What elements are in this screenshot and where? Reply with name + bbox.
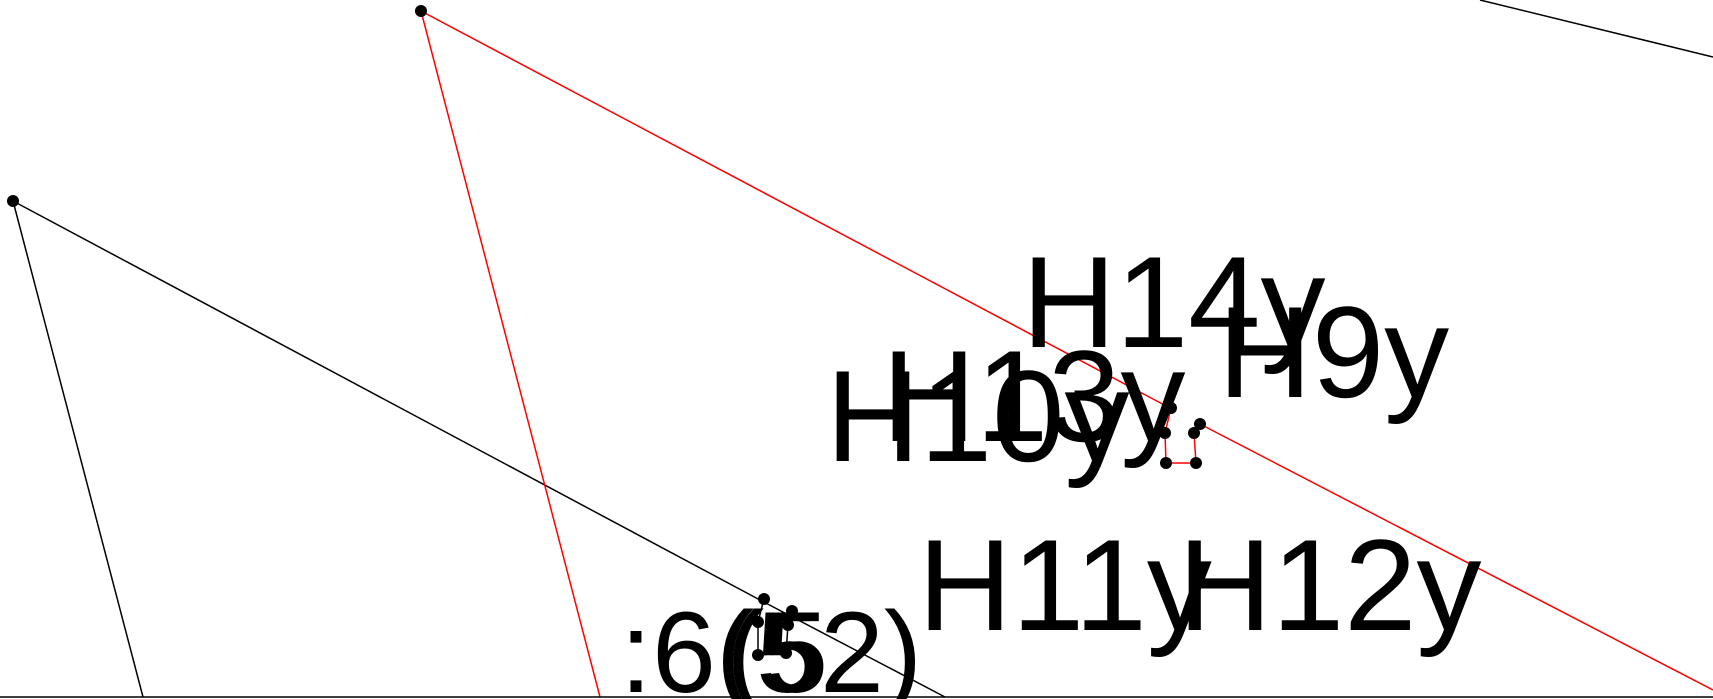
point-red-cluster-d <box>1188 427 1200 439</box>
point-red-apex <box>415 5 427 17</box>
label-h9y: H9y <box>1218 279 1449 425</box>
point-black-apex <box>7 195 19 207</box>
label-h11y: H11y <box>918 512 1212 658</box>
label-o52: 52) <box>756 589 922 699</box>
label-h12y: H12y <box>1178 512 1481 658</box>
label-h10y: H10y <box>826 343 1129 489</box>
point-red-cluster-f <box>1190 457 1202 469</box>
